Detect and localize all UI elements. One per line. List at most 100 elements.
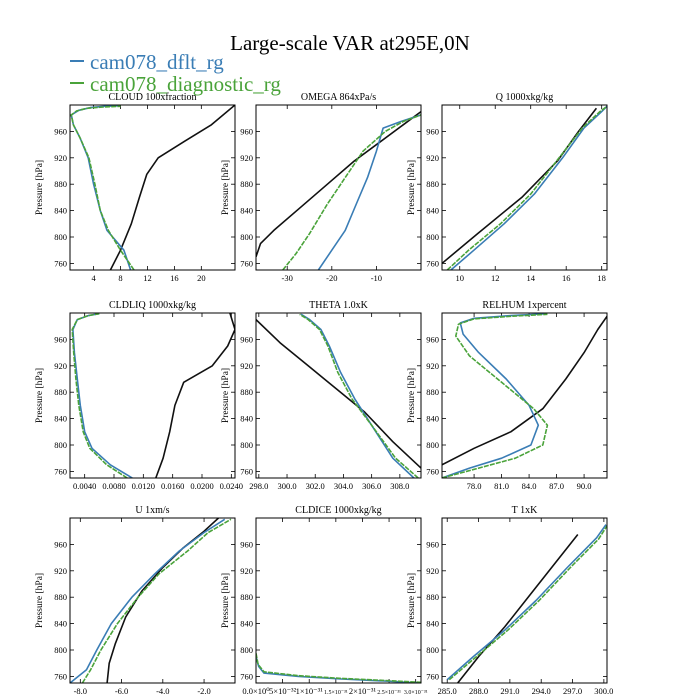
- y-tick-label: 800: [54, 440, 67, 450]
- series-line-diag: [446, 105, 607, 270]
- x-tick-label: 294.0: [532, 686, 551, 696]
- x-tick-label: 306.0: [362, 481, 381, 491]
- series-line-diag: [299, 313, 419, 478]
- series-line-obs: [457, 534, 579, 683]
- panel-title: CLDLIQ 1000xkg/kg: [109, 300, 196, 311]
- x-tick-label: 1.5×10⁻³¹: [324, 690, 348, 696]
- y-tick-label: 960: [426, 334, 439, 344]
- x-tick-label: 5×10⁻³²: [269, 686, 297, 696]
- panel-3: CLDLIQ 1000xkg/kg Pressure [hPa] 760 800 840…: [35, 300, 243, 491]
- x-tick-label: 0.0240: [220, 481, 243, 491]
- y-tick-label: 760: [240, 671, 253, 681]
- x-tick-label: 12: [491, 273, 500, 283]
- y-tick-label: 880: [426, 592, 439, 602]
- y-tick-label: 760: [426, 258, 439, 268]
- y-tick-label: 840: [426, 206, 439, 216]
- x-tick-label: 297.0: [563, 686, 582, 696]
- panel-title: T 1xK: [512, 505, 538, 516]
- x-tick-label: 20: [197, 273, 206, 283]
- series-line-obs: [109, 105, 235, 270]
- panel-title: RELHUM 1xpercent: [482, 300, 566, 311]
- x-tick-label: 12: [143, 273, 152, 283]
- y-tick-label: 800: [54, 232, 67, 242]
- y-axis-label: Pressure [hPa]: [35, 160, 45, 215]
- y-tick-label: 920: [54, 153, 67, 163]
- y-axis-label: Pressure [hPa]: [221, 368, 231, 423]
- x-tick-label: 300.0: [594, 686, 613, 696]
- series-line-dflt: [256, 656, 421, 683]
- y-axis-label: Pressure [hPa]: [407, 368, 417, 423]
- y-tick-label: 920: [54, 361, 67, 371]
- x-tick-label: 0.0×10⁰: [242, 686, 270, 696]
- panel-title: U 1xm/s: [135, 505, 169, 516]
- x-tick-label: 14: [526, 273, 535, 283]
- y-tick-label: 800: [426, 440, 439, 450]
- y-tick-label: 840: [240, 206, 253, 216]
- x-tick-label: 288.0: [469, 686, 488, 696]
- series-line-diag: [70, 105, 135, 270]
- y-tick-label: 760: [240, 258, 253, 268]
- x-tick-label: 8: [118, 273, 122, 283]
- series-line-dflt: [300, 313, 415, 478]
- y-axis-label: Pressure [hPa]: [221, 573, 231, 628]
- panel-title: THETA 1.0xK: [309, 300, 368, 311]
- y-tick-label: 800: [240, 232, 253, 242]
- panel-1: OMEGA 864xPa/s Pressure [hPa] 760 800 840 880…: [221, 92, 422, 283]
- y-tick-label: 920: [54, 566, 67, 576]
- y-tick-label: 800: [426, 232, 439, 242]
- y-tick-label: 920: [240, 566, 253, 576]
- panel-title: OMEGA 864xPa/s: [301, 92, 376, 103]
- y-tick-label: 960: [54, 126, 67, 136]
- series-line-diag: [81, 518, 232, 683]
- y-tick-label: 920: [240, 153, 253, 163]
- x-tick-label: 90.0: [577, 481, 592, 491]
- y-tick-label: 760: [426, 466, 439, 476]
- x-tick-label: 4: [91, 273, 96, 283]
- x-tick-label: 300.0: [277, 481, 296, 491]
- legend: cam078_dflt_rg cam078_diagnostic_rg: [70, 50, 281, 96]
- y-tick-label: 880: [240, 387, 253, 397]
- y-tick-label: 960: [426, 126, 439, 136]
- panel-frame: [69, 104, 236, 271]
- y-tick-label: 920: [426, 566, 439, 576]
- x-tick-label: 10: [455, 273, 464, 283]
- y-axis-label: Pressure [hPa]: [35, 368, 45, 423]
- series-line-dflt: [450, 105, 607, 270]
- series-line-dflt: [72, 313, 133, 478]
- series-line-dflt: [446, 524, 607, 681]
- series-line-obs: [256, 319, 421, 469]
- panel-4: THETA 1.0xK Pressure [hPa] 760 800 840 880 920…: [221, 300, 422, 491]
- y-tick-label: 840: [426, 619, 439, 629]
- y-tick-label: 880: [54, 387, 67, 397]
- panel-frame: [255, 517, 422, 684]
- x-tick-label: 3.0×10⁻³¹: [404, 690, 428, 696]
- series-line-obs: [106, 518, 220, 683]
- x-tick-label: 0.0040: [73, 481, 96, 491]
- y-tick-label: 960: [426, 539, 439, 549]
- y-tick-label: 960: [240, 334, 253, 344]
- series-line-diag: [282, 114, 421, 270]
- y-axis-label: Pressure [hPa]: [35, 573, 45, 628]
- x-tick-label: 0.0080: [102, 481, 125, 491]
- series-line-obs: [442, 107, 598, 265]
- x-tick-label: -2.0: [197, 686, 210, 696]
- x-tick-label: -30: [282, 273, 293, 283]
- y-tick-label: 840: [240, 619, 253, 629]
- panel-title: CLOUD 100xfraction: [108, 92, 196, 103]
- y-tick-label: 920: [240, 361, 253, 371]
- x-tick-label: 1×10⁻³¹: [296, 686, 324, 696]
- panel-6: U 1xm/s Pressure [hPa] 760 800 840 880 920 960 -…: [35, 505, 236, 696]
- series-line-obs: [155, 313, 235, 478]
- y-tick-label: 880: [240, 179, 253, 189]
- x-tick-label: 302.0: [306, 481, 325, 491]
- x-tick-label: 18: [597, 273, 606, 283]
- y-tick-label: 800: [426, 645, 439, 655]
- panel-frame: [441, 517, 608, 684]
- y-tick-label: 920: [426, 361, 439, 371]
- y-tick-label: 880: [426, 179, 439, 189]
- series-line-diag: [71, 313, 128, 478]
- series-line-obs: [256, 110, 421, 258]
- x-tick-label: 16: [170, 273, 179, 283]
